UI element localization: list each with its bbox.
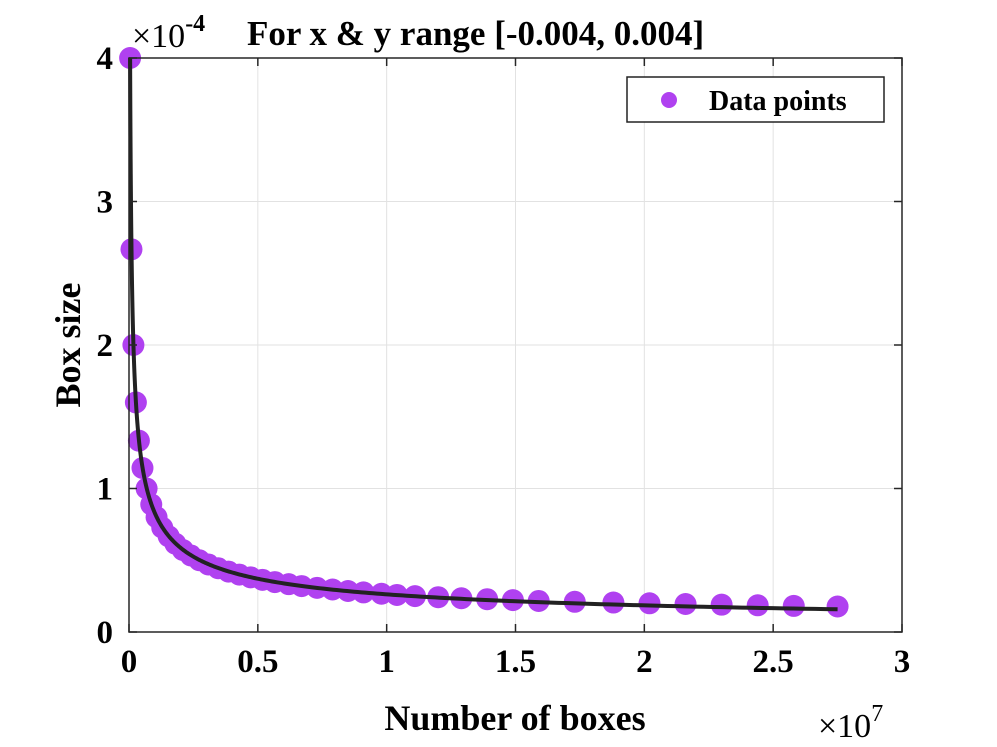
- fit-curve: [128, 57, 838, 612]
- y-tick-label: 4: [97, 41, 114, 77]
- chart-title: For x & y range [-0.004, 0.004]: [247, 14, 704, 53]
- x-exponent-power: 7: [871, 701, 883, 727]
- y-tick-label: 2: [97, 328, 114, 364]
- x-tick-label: 1.5: [495, 644, 536, 680]
- x-tick-label: 3: [894, 644, 911, 680]
- legend-marker: [661, 92, 677, 108]
- data-point: [674, 593, 697, 615]
- y-axis-label: Box size: [48, 282, 88, 407]
- y-exponent: ×10-4: [132, 11, 205, 55]
- axes: [128, 57, 903, 633]
- y-exponent-power: -4: [185, 11, 205, 37]
- x-tick-label: 1: [378, 644, 395, 680]
- x-tick-label: 2.5: [753, 644, 794, 680]
- fit-line-layer: [128, 57, 838, 612]
- data-point: [746, 594, 769, 617]
- y-tick-labels: 0 1 2 3 4: [97, 41, 114, 651]
- x-tick-label: 0: [121, 644, 138, 680]
- x-exponent: ×107: [818, 701, 883, 745]
- x-exponent-base: ×10: [818, 708, 871, 745]
- x-axis-label: Number of boxes: [384, 698, 645, 738]
- y-tick-label: 0: [97, 615, 114, 651]
- y-tick-label: 3: [97, 185, 114, 221]
- data-point: [710, 593, 733, 616]
- legend-label: Data points: [709, 86, 847, 117]
- y-exponent-base: ×10: [132, 18, 185, 55]
- y-tick-label: 1: [97, 472, 114, 508]
- x-tick-label: 2: [636, 644, 653, 680]
- legend: Data points: [626, 76, 885, 123]
- data-point: [782, 594, 805, 617]
- data-point: [826, 595, 849, 618]
- data-point: [638, 592, 661, 615]
- grid: [129, 58, 902, 632]
- x-tick-labels: 0 0.5 1 1.5 2 2.5 3: [121, 644, 911, 680]
- x-tick-label: 0.5: [237, 644, 278, 680]
